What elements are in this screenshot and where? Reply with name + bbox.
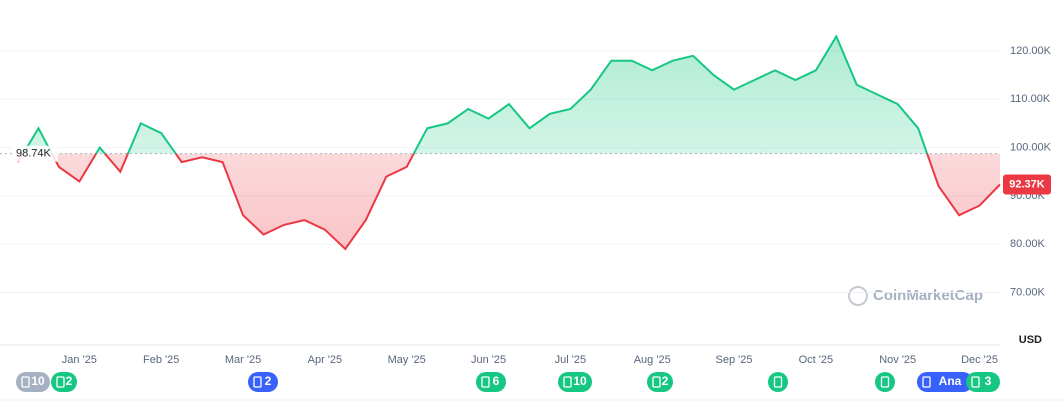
event-label: 2	[66, 374, 73, 388]
y-unit: USD	[1019, 334, 1042, 346]
event-badge[interactable]	[966, 372, 1000, 392]
baseline-label: 98.74K	[16, 148, 52, 160]
current-tag	[1003, 174, 1051, 195]
event-label: Ana	[939, 374, 962, 388]
event-label: 2	[662, 374, 669, 388]
event-icon	[21, 376, 30, 388]
event-label: 10	[31, 374, 45, 388]
x-tick-label: Sep '25	[716, 354, 753, 366]
watermark-logo	[848, 286, 868, 306]
event-label: 6	[493, 374, 500, 388]
area-down	[18, 153, 1000, 249]
x-tick-label: Dec '25	[961, 354, 998, 366]
event-badge[interactable]	[768, 372, 788, 392]
event-icon	[563, 376, 572, 388]
x-tick-label: Jul '25	[555, 354, 586, 366]
x-tick-label: Apr '25	[308, 354, 343, 366]
x-tick-label: May '25	[388, 354, 426, 366]
y-tick-label: 70.00K	[1010, 286, 1046, 298]
x-tick-label: Oct '25	[799, 354, 834, 366]
event-icon	[922, 376, 931, 388]
x-tick-label: Aug '25	[634, 354, 671, 366]
line-down	[17, 153, 1001, 251]
event-icon	[253, 376, 262, 388]
y-tick-label: 110.00K	[1010, 93, 1051, 105]
event-badge[interactable]	[875, 372, 895, 392]
y-tick-label: 120.00K	[1010, 45, 1052, 57]
x-tick-label: Jun '25	[471, 354, 506, 366]
x-tick-label: Feb '25	[143, 354, 179, 366]
x-tick-label: Nov '25	[879, 354, 916, 366]
line-up	[21, 34, 929, 154]
event-icon	[971, 376, 980, 388]
event-icon	[56, 376, 65, 388]
current-label: 92.37K	[1009, 178, 1045, 190]
event-label: 10	[573, 374, 587, 388]
event-label: 3	[985, 374, 992, 388]
x-tick-label: Mar '25	[225, 354, 261, 366]
event-icon	[652, 376, 661, 388]
event-badge[interactable]	[248, 372, 278, 392]
watermark: CoinMarketCap	[873, 287, 983, 304]
event-badge[interactable]	[917, 372, 973, 392]
area-up	[23, 36, 928, 154]
event-icon	[773, 376, 783, 388]
y-tick-label: 80.00K	[1010, 238, 1046, 250]
y-tick-label: 100.00K	[1010, 142, 1052, 154]
event-icon	[481, 376, 490, 388]
event-badge[interactable]	[476, 372, 506, 392]
event-label: 2	[265, 374, 272, 388]
x-tick-label: Jan '25	[62, 354, 97, 366]
baseline-tag	[12, 145, 58, 162]
event-icon	[880, 376, 890, 388]
